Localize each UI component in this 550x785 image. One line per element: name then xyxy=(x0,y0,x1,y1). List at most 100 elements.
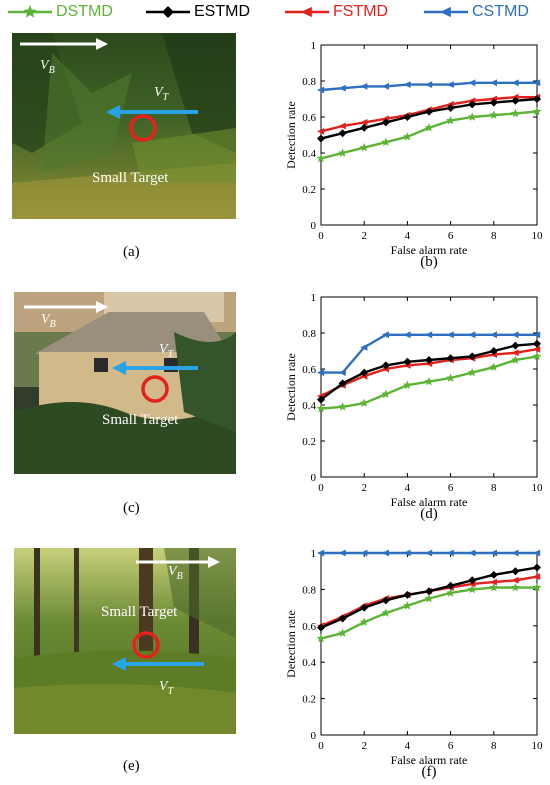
scene-a-overlay xyxy=(20,38,198,142)
legend-item-cstmd: CSTMD xyxy=(424,2,550,22)
data-point-dstmd xyxy=(381,608,391,617)
panel-label-c: (c) xyxy=(123,500,140,516)
legend-label-dstmd: DSTMD xyxy=(56,3,113,20)
background-velocity-arrow xyxy=(20,38,108,50)
data-point-dstmd xyxy=(316,633,326,643)
data-point-cstmd xyxy=(381,331,389,339)
panel-label: (d) xyxy=(420,506,438,522)
x-axis-label: False alarm rate xyxy=(391,495,468,509)
legend: DSTMD ESTMD FSTMD CSTMD xyxy=(0,0,550,24)
plot-frame xyxy=(320,296,538,478)
data-point-estmd xyxy=(360,123,369,132)
data-point-cstmd xyxy=(468,549,476,557)
x-tick-label: 4 xyxy=(405,482,411,494)
data-point-cstmd xyxy=(489,331,497,339)
x-tick-label: 10 xyxy=(532,230,544,242)
data-point-estmd xyxy=(425,107,433,116)
plot-frame xyxy=(320,44,538,226)
data-point-estmd xyxy=(381,596,390,605)
data-point-dstmd xyxy=(489,582,499,592)
data-point-fstmd xyxy=(511,349,519,357)
y-tick-label: 0.2 xyxy=(302,436,316,448)
scene-image-c: VB VT Small Target xyxy=(14,292,236,474)
scene-c-overlay xyxy=(24,301,198,403)
data-point-cstmd xyxy=(317,369,325,376)
data-point-estmd xyxy=(468,100,477,109)
data-point-estmd xyxy=(381,361,390,370)
legend-label-estmd: ESTMD xyxy=(194,3,250,20)
y-tick-label: 0.6 xyxy=(302,621,316,633)
legend-item-estmd: ESTMD xyxy=(146,2,286,22)
data-point-estmd xyxy=(317,134,325,143)
target-circle xyxy=(141,375,169,403)
x-tick-label: 2 xyxy=(361,230,367,242)
plot-f: 0 2 4 6 8 10 0 0.2 0.4 0.6 0.8 1 False alarm rate Det… xyxy=(275,543,550,780)
x-tick-label: 2 xyxy=(361,482,367,494)
panel-label: (f) xyxy=(422,764,437,780)
y-tick-label: 0.8 xyxy=(302,328,316,340)
legend-swatch-estmd xyxy=(146,6,190,18)
y-axis-label: Detection rate xyxy=(284,353,298,421)
data-point-estmd xyxy=(489,347,498,355)
data-point-dstmd xyxy=(424,593,434,603)
data-point-dstmd xyxy=(489,110,499,119)
data-point-estmd xyxy=(511,567,520,576)
data-point-cstmd xyxy=(425,549,433,557)
data-point-cstmd xyxy=(403,549,411,557)
vt-label: VT xyxy=(159,679,174,697)
data-point-dstmd xyxy=(403,132,412,141)
data-point-estmd xyxy=(446,581,455,590)
target-velocity-arrow xyxy=(112,361,198,375)
vb-label: VB xyxy=(41,312,56,330)
x-axis-label: False alarm rate xyxy=(391,753,468,767)
data-point-cstmd xyxy=(489,549,497,557)
scene-image-e: VB VT Small Target xyxy=(14,548,236,734)
y-tick-label: 1 xyxy=(311,40,317,52)
y-tick-label: 1 xyxy=(311,292,317,304)
data-point-estmd xyxy=(489,570,498,579)
small-target-label: Small Target xyxy=(102,412,179,428)
data-point-estmd xyxy=(317,623,325,632)
data-point-cstmd xyxy=(360,344,368,351)
x-tick-label: 10 xyxy=(532,482,544,494)
x-tick-label: 8 xyxy=(491,482,497,494)
data-point-dstmd xyxy=(511,355,520,364)
data-point-estmd xyxy=(533,95,541,103)
data-point-cstmd xyxy=(511,549,519,557)
x-tick-label: 2 xyxy=(361,740,367,752)
data-point-estmd xyxy=(489,98,498,107)
scene-e-background xyxy=(14,548,236,734)
data-point-dstmd xyxy=(532,107,542,116)
y-tick-label: 0.8 xyxy=(302,76,316,88)
data-point-estmd xyxy=(403,113,412,121)
series-line-dstmd xyxy=(320,110,538,160)
small-target-label: Small Target xyxy=(101,604,178,620)
data-point-cstmd xyxy=(360,549,368,557)
y-tick-label: 0.6 xyxy=(302,364,316,376)
target-velocity-arrow xyxy=(112,657,204,671)
x-tick-label: 0 xyxy=(318,740,324,752)
data-point-cstmd xyxy=(511,79,519,87)
scene-a-background xyxy=(12,33,236,219)
panel-label: (b) xyxy=(420,254,438,270)
legend-swatch-fstmd xyxy=(285,6,329,18)
data-point-cstmd xyxy=(317,549,325,557)
data-point-cstmd xyxy=(468,79,476,87)
data-point-estmd xyxy=(381,118,390,127)
target-circle xyxy=(129,114,157,142)
data-point-dstmd xyxy=(446,588,455,597)
data-point-cstmd xyxy=(533,549,541,557)
data-point-dstmd xyxy=(532,582,542,592)
y-tick-label: 0 xyxy=(311,220,317,232)
data-point-cstmd xyxy=(425,81,433,88)
y-tick-label: 0.4 xyxy=(302,148,316,160)
data-point-estmd xyxy=(403,590,412,599)
data-point-estmd xyxy=(360,368,369,377)
vb-label: VB xyxy=(40,58,55,76)
x-tick-label: 0 xyxy=(318,230,324,242)
data-point-estmd xyxy=(533,563,541,572)
plot-b-svg: 0 2 4 6 8 10 0 0.2 0.4 0.6 0.8 1 False alarm rate Det… xyxy=(284,40,544,270)
data-point-dstmd xyxy=(511,582,520,592)
data-point-estmd xyxy=(533,339,541,348)
data-point-dstmd xyxy=(489,362,499,371)
